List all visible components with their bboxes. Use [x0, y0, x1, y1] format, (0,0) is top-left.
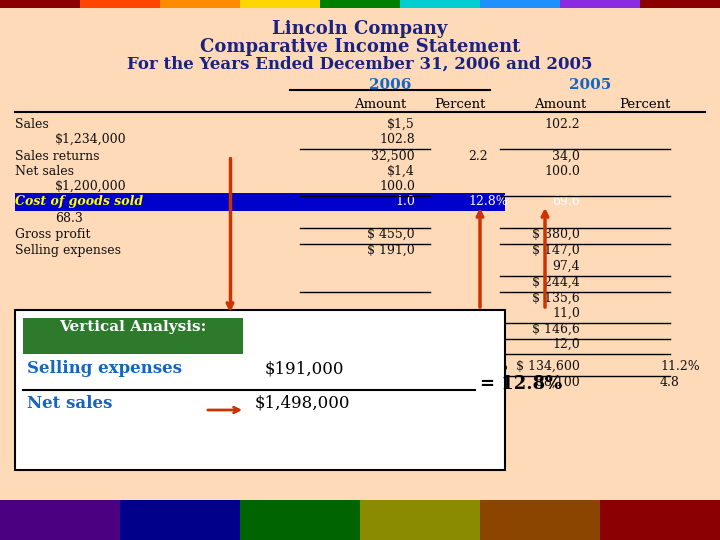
- Bar: [240, 500, 360, 540]
- Text: $ 380,0: $ 380,0: [532, 228, 580, 241]
- Bar: [15, 310, 505, 470]
- Bar: [0, 500, 720, 540]
- Bar: [360, 500, 480, 540]
- Bar: [23, 318, 243, 354]
- Text: 11,0: 11,0: [552, 307, 580, 320]
- Text: $ 455,0: $ 455,0: [367, 228, 415, 241]
- Text: 12,0: 12,0: [552, 338, 580, 351]
- Text: $ 134,600: $ 134,600: [516, 360, 580, 373]
- Text: $1,5: $1,5: [387, 118, 415, 131]
- Text: Net sales: Net sales: [27, 395, 112, 412]
- Text: $ 162,500: $ 162,500: [351, 360, 415, 373]
- Text: $ 244,4: $ 244,4: [532, 276, 580, 289]
- Text: 100.0: 100.0: [379, 180, 415, 193]
- Text: 68.3: 68.3: [55, 212, 83, 225]
- Bar: [0, 0, 80, 8]
- Bar: [480, 500, 600, 540]
- Text: = 12.8%: = 12.8%: [480, 375, 562, 393]
- Text: $191,000: $191,000: [265, 360, 344, 377]
- Text: Selling expenses: Selling expenses: [27, 360, 182, 377]
- Text: 2.2: 2.2: [468, 150, 487, 163]
- Text: 10.8%: 10.8%: [468, 360, 508, 373]
- Bar: [640, 0, 720, 8]
- Text: Income before income tax: Income before income tax: [15, 360, 180, 373]
- Text: $1,200,000: $1,200,000: [55, 180, 127, 193]
- Bar: [15, 193, 505, 211]
- Text: 100.0: 100.0: [544, 165, 580, 178]
- Text: $ 135,6: $ 135,6: [532, 292, 580, 305]
- Text: 102.2: 102.2: [544, 118, 580, 131]
- Bar: [560, 0, 640, 8]
- Bar: [80, 0, 160, 8]
- Text: Selling expenses: Selling expenses: [15, 244, 121, 257]
- Text: Comparative Income Statement: Comparative Income Statement: [200, 38, 520, 56]
- Text: $1,498,000: $1,498,000: [255, 395, 351, 412]
- Text: 71,500: 71,500: [372, 376, 415, 389]
- Text: For the Years Ended December 31, 2006 and 2005: For the Years Ended December 31, 2006 an…: [127, 56, 593, 73]
- Text: Gross profit: Gross profit: [15, 228, 91, 241]
- Text: Sales returns: Sales returns: [15, 150, 99, 163]
- Bar: [320, 0, 400, 8]
- Bar: [600, 500, 720, 540]
- Text: 4.8: 4.8: [660, 376, 680, 389]
- Bar: [0, 500, 120, 540]
- Text: Vertical Analysis:: Vertical Analysis:: [59, 320, 207, 334]
- Text: Income tax expense: Income tax expense: [15, 376, 140, 389]
- Text: 32,500: 32,500: [372, 150, 415, 163]
- Bar: [0, 0, 720, 8]
- Text: 102.8: 102.8: [379, 133, 415, 146]
- Text: 2006: 2006: [369, 78, 411, 92]
- Text: Lincoln Company: Lincoln Company: [272, 20, 448, 38]
- Bar: [480, 0, 560, 8]
- Text: $1,234,000: $1,234,000: [55, 133, 127, 146]
- Text: Sales: Sales: [15, 118, 49, 131]
- Text: Cost of goods sold: Cost of goods sold: [15, 195, 143, 208]
- Bar: [400, 0, 480, 8]
- Text: $ 191,0: $ 191,0: [367, 244, 415, 257]
- Text: Amount: Amount: [354, 98, 406, 111]
- Text: Percent: Percent: [619, 98, 671, 111]
- Text: 97,4: 97,4: [552, 260, 580, 273]
- Text: $ 146,6: $ 146,6: [532, 323, 580, 336]
- Text: Percent: Percent: [434, 98, 486, 111]
- Text: $ 147,0: $ 147,0: [532, 244, 580, 257]
- Text: 11.2%: 11.2%: [660, 360, 700, 373]
- Text: $1,4: $1,4: [387, 165, 415, 178]
- Text: Net sales: Net sales: [15, 165, 74, 178]
- Text: 4.8: 4.8: [468, 376, 488, 389]
- Text: 34,0: 34,0: [552, 150, 580, 163]
- Text: 12.8%: 12.8%: [468, 195, 508, 208]
- Text: 58,100: 58,100: [536, 376, 580, 389]
- Text: 1.0: 1.0: [395, 195, 415, 208]
- Text: 2005: 2005: [569, 78, 611, 92]
- Bar: [160, 0, 240, 8]
- Bar: [240, 0, 320, 8]
- Bar: [120, 500, 240, 540]
- Text: 69.6: 69.6: [552, 195, 580, 208]
- Text: Amount: Amount: [534, 98, 586, 111]
